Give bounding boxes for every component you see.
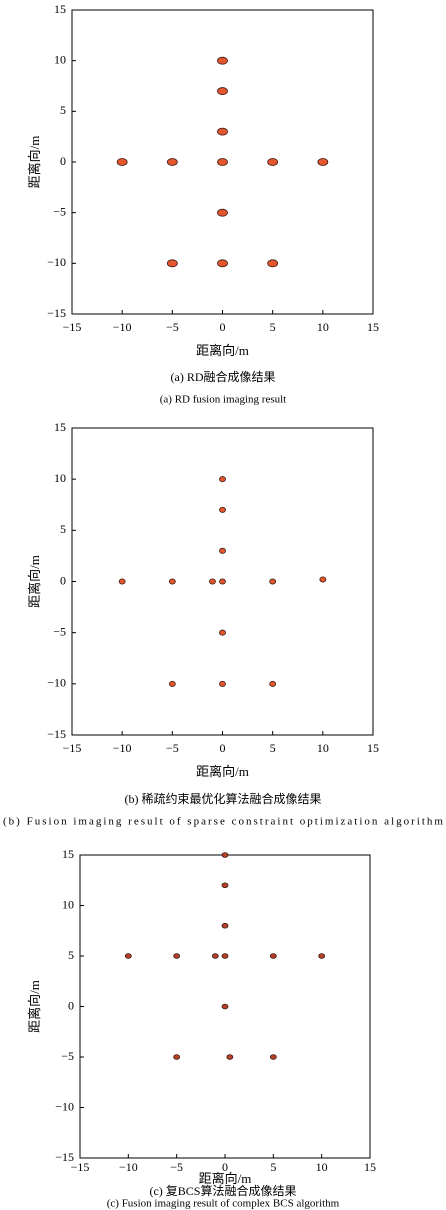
point: [209, 578, 216, 585]
point: [219, 629, 226, 636]
y-tick-label: 0: [68, 998, 74, 1012]
point: [217, 87, 228, 95]
x-tick-label: 5: [270, 320, 276, 334]
x-axis-label: 距离向/m: [196, 343, 249, 358]
point: [118, 578, 126, 585]
x-tick-label: 5: [270, 741, 276, 755]
point: [217, 158, 228, 166]
y-tick-label: 10: [62, 897, 74, 911]
y-tick-label: 0: [60, 573, 66, 587]
y-tick-label: −10: [47, 255, 66, 269]
y-tick-label: −5: [53, 624, 66, 638]
x-tick-label: 10: [317, 741, 329, 755]
point: [124, 953, 132, 959]
point: [219, 476, 226, 483]
x-tick-label: 0: [220, 320, 226, 334]
x-tick-label: −10: [113, 741, 132, 755]
point: [211, 953, 219, 959]
point: [221, 922, 229, 929]
x-tick-label: 15: [367, 741, 379, 755]
x-tick-label: 0: [222, 1160, 228, 1174]
x-axis-label: 距离向/m: [199, 1171, 252, 1186]
y-axis-label: 距离向/m: [27, 555, 42, 608]
y-tick-label: −15: [47, 306, 66, 320]
y-tick-label: 5: [60, 103, 66, 117]
point: [267, 259, 279, 268]
caption-english: (a) RD fusion imaging result: [160, 394, 286, 406]
x-tick-label: 15: [367, 320, 379, 334]
point: [173, 953, 181, 959]
point: [221, 882, 229, 889]
x-tick-label: −15: [71, 1160, 90, 1174]
point: [217, 127, 228, 136]
caption: (a) RD融合成像结果: [171, 369, 276, 384]
y-tick-label: −10: [47, 676, 66, 690]
y-tick-label: −5: [61, 1049, 74, 1063]
x-tick-label: −5: [170, 1160, 183, 1174]
x-tick-label: 10: [316, 1160, 328, 1174]
y-axis-label: 距离向/m: [27, 980, 42, 1033]
x-tick-label: −15: [63, 320, 82, 334]
x-tick-label: 0: [220, 741, 226, 755]
x-tick-label: 10: [317, 320, 329, 334]
point: [221, 953, 229, 959]
x-tick-label: −15: [63, 741, 82, 755]
caption-english: (c) Fusion imaging result of complex BCS…: [107, 1198, 340, 1210]
y-tick-label: 0: [60, 154, 66, 168]
point: [116, 158, 128, 166]
x-tick-label: −10: [113, 320, 132, 334]
point: [269, 1054, 277, 1060]
y-tick-label: −10: [55, 1099, 74, 1113]
y-tick-label: 15: [62, 847, 74, 861]
point: [317, 158, 329, 166]
caption-english: (b) Fusion imaging result of sparse cons…: [3, 816, 443, 828]
point: [217, 56, 228, 65]
y-tick-label: 15: [54, 420, 66, 434]
y-tick-label: −5: [53, 204, 66, 218]
x-tick-label: −10: [119, 1160, 138, 1174]
point: [318, 953, 326, 959]
y-tick-label: 5: [68, 948, 74, 962]
point: [269, 953, 277, 959]
y-tick-label: −15: [55, 1150, 74, 1164]
point: [221, 1003, 229, 1010]
point: [226, 1054, 234, 1060]
point: [219, 578, 226, 585]
x-tick-label: 15: [364, 1160, 376, 1174]
caption: (c) 复BCS算法融合成像结果: [149, 1183, 296, 1198]
y-tick-label: 10: [54, 471, 66, 485]
y-tick-label: 5: [60, 522, 66, 536]
x-tick-label: −5: [166, 320, 179, 334]
point: [267, 158, 279, 166]
point: [319, 576, 327, 583]
point: [217, 259, 228, 268]
y-axis-label: 距离向/m: [27, 136, 42, 189]
point: [221, 852, 229, 858]
x-axis-label: 距离向/m: [196, 764, 249, 779]
x-tick-label: −5: [166, 741, 179, 755]
y-tick-label: −15: [47, 727, 66, 741]
point: [219, 506, 226, 513]
point: [173, 1054, 181, 1060]
point: [168, 578, 176, 585]
point: [269, 578, 277, 585]
point: [219, 680, 226, 687]
point: [219, 547, 226, 554]
x-tick-label: 5: [270, 1160, 276, 1174]
y-tick-label: 15: [54, 2, 66, 16]
point: [217, 208, 228, 217]
point: [168, 680, 176, 687]
caption: (b) 稀疏约束最优化算法融合成像结果: [125, 791, 322, 806]
point: [166, 259, 178, 268]
point: [269, 680, 277, 687]
point: [166, 158, 178, 166]
y-tick-label: 10: [54, 52, 66, 66]
